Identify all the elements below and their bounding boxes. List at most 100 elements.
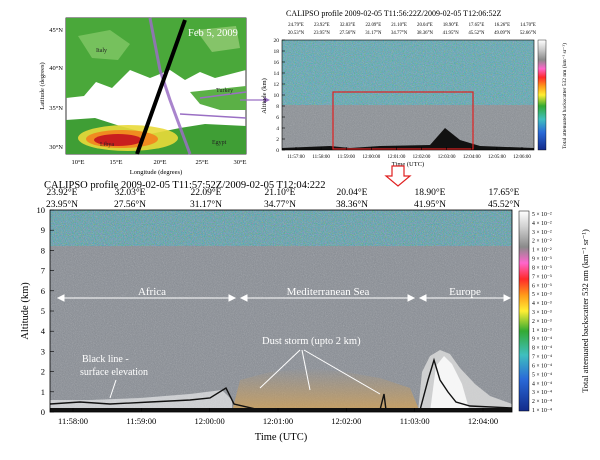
main-colorbar-tick: 2 × 10⁻³ <box>532 319 552 325</box>
main-x-tick: 11:03:00 <box>400 416 430 426</box>
main-colorbar-tick: 2 × 10⁻² <box>532 239 552 245</box>
main-xlabel: Time (UTC) <box>255 432 308 443</box>
main-colorbar-label: Total attenuated backscatter 532 nm (km⁻… <box>580 229 590 393</box>
main-colorbar-tick: 1 × 10⁻² <box>532 248 552 254</box>
main-colorbar-tick: 8 × 10⁻⁴ <box>532 346 552 352</box>
small-y-tick: 16 <box>274 60 280 66</box>
small-xlabel: Time (UTC) <box>392 161 424 168</box>
small-lon-label: 20.04°E <box>417 23 433 28</box>
main-y-tick: 10 <box>37 205 46 215</box>
small-x-ticks: 11:57:00 11:58:00 11:59:00 12:00:00 12:01:00… <box>287 147 531 160</box>
small-y-tick: 6 <box>276 115 279 121</box>
map-land-patch <box>78 30 130 60</box>
annotation-dust: Dust storm (upto 2 km) <box>262 336 361 347</box>
map-lat-tick: 40°N <box>49 65 63 72</box>
main-plot-upper-noise <box>50 210 512 246</box>
small-lon-label: 14.70°E <box>520 23 536 28</box>
main-profile-title: CALIPSO profile 2009-02-05 T11:57:52Z/20… <box>44 180 326 191</box>
small-x-tick: 11:58:00 <box>312 155 330 160</box>
main-y-tick: 2 <box>41 367 45 377</box>
map-lon-tick: 30°E <box>233 159 246 166</box>
small-lon-row: 24.79°E 23.92°E 32.03°E 22.09°E 21.10°E 20.04… <box>288 23 536 28</box>
small-lat-label: 38.36°N <box>417 31 434 36</box>
main-europe-aerosol-core <box>430 356 470 412</box>
main-surface-line <box>49 357 513 411</box>
map-lat-tick: 45°N <box>49 27 63 34</box>
annotation-black-line-1: Black line - <box>82 354 129 365</box>
main-x-tick: 11:58:00 <box>58 416 88 426</box>
small-x-tick: 12:03:00 <box>438 155 456 160</box>
main-colorbar-tick: 3 × 10⁻³ <box>532 310 552 316</box>
main-colorbar-tick: 1 × 10⁻³ <box>532 328 552 334</box>
main-colorbar-tick: 9 × 10⁻³ <box>532 257 552 263</box>
map-lon-tick: 25°E <box>195 159 208 166</box>
main-africa-aerosol <box>50 390 232 412</box>
main-colorbar-tick: 1 × 10⁻⁴ <box>532 408 552 414</box>
small-lon-label: 24.79°E <box>288 23 304 28</box>
small-x-tick: 12:06:00 <box>513 155 531 160</box>
main-lat-label: 38.36°N <box>336 199 368 210</box>
small-lon-label: 17.65°E <box>469 23 485 28</box>
main-lon-label: 17.65°E <box>489 187 520 198</box>
map-calipso-track <box>135 19 187 155</box>
map-border <box>179 113 247 119</box>
main-lat-label: 41.95°N <box>414 199 446 210</box>
small-lat-label: 27.56°N <box>339 31 356 36</box>
small-lat-label: 49.09°N <box>494 31 511 36</box>
map-lon-tick: 20°E <box>153 159 166 166</box>
main-colorbar-tick: 6 × 10⁻³ <box>532 283 552 289</box>
main-colorbar-tick: 4 × 10⁻³ <box>532 301 552 307</box>
small-lat-row: 20.53°N 23.95°N 27.56°N 31.17°N 34.77°N 38.36… <box>288 31 537 36</box>
small-zoom-box <box>332 91 474 150</box>
map-panel: Feb 5, 2009 Italy Turkey Libya Egypt 30°… <box>39 17 247 176</box>
main-lat-label: 34.77°N <box>264 199 296 210</box>
map-date: Feb 5, 2009 <box>188 28 238 39</box>
small-colorbar-label: Total attenuated backscatter 532 nm (km⁻… <box>561 43 568 149</box>
small-y-ticks: 0 2 4 6 8 10 12 14 16 18 20 <box>274 38 285 154</box>
map-lon-tick: 15°E <box>109 159 122 166</box>
main-x-tick: 11:59:00 <box>126 416 156 426</box>
main-colorbar-tick: 7 × 10⁻³ <box>532 274 552 280</box>
annotation-dust-pointers <box>259 349 381 395</box>
main-colorbar-tick: 2 × 10⁻⁴ <box>532 399 552 405</box>
small-y-tick: 18 <box>274 49 280 55</box>
main-lat-label: 27.56°N <box>114 199 146 210</box>
small-lat-label: 20.53°N <box>288 31 305 36</box>
small-y-tick: 0 <box>276 148 279 154</box>
small-x-tick: 12:02:00 <box>413 155 431 160</box>
small-lat-label: 31.17°N <box>365 31 382 36</box>
map-label-turkey: Turkey <box>216 88 233 94</box>
main-lon-label: 32.03°E <box>115 187 146 198</box>
small-lon-label: 32.03°E <box>340 23 356 28</box>
map-ylabel: Latitude (degrees) <box>39 62 46 109</box>
main-y-tick: 9 <box>41 225 45 235</box>
main-lat-row: 23.95°N 27.56°N 31.17°N 34.77°N 38.36°N 41.95… <box>46 199 520 210</box>
annotation-pointer <box>109 379 117 399</box>
main-colorbar-ticks: 5 × 10⁻² 4 × 10⁻² 3 × 10⁻² 2 × 10⁻² 1 × 10⁻²… <box>532 212 552 414</box>
small-surface <box>282 128 534 150</box>
main-y-tick: 1 <box>41 387 45 397</box>
small-lon-label: 23.92°E <box>314 23 330 28</box>
main-lon-label: 23.92°E <box>47 187 78 198</box>
main-y-tick: 3 <box>41 346 45 356</box>
main-colorbar <box>518 210 530 412</box>
main-colorbar-tick: 7 × 10⁻⁴ <box>532 355 552 361</box>
small-y-tick: 8 <box>276 104 279 110</box>
main-colorbar-tick: 5 × 10⁻² <box>532 212 552 218</box>
small-lat-label: 41.95°N <box>443 31 460 36</box>
main-lon-label: 20.04°E <box>337 187 368 198</box>
main-y-ticks: 0 1 2 3 4 5 6 7 8 9 10 <box>37 205 54 417</box>
main-colorbar-tick: 9 × 10⁻⁴ <box>532 337 552 343</box>
small-x-tick: 11:57:00 <box>287 155 305 160</box>
main-colorbar-tick: 6 × 10⁻⁴ <box>532 363 552 369</box>
small-profile-title: CALIPSO profile 2009-02-05 T11:56:22Z/20… <box>286 9 502 18</box>
map-xlabel: Longitude (degrees) <box>130 169 183 176</box>
small-x-tick: 12:00:00 <box>362 155 380 160</box>
small-lat-label: 52.66°N <box>520 31 537 36</box>
small-x-tick: 11:59:00 <box>337 155 355 160</box>
main-y-tick: 0 <box>41 407 45 417</box>
map-dust-plume <box>94 134 142 146</box>
main-colorbar-tick: 5 × 10⁻⁴ <box>532 372 552 378</box>
small-x-tick: 12:01:00 <box>388 155 406 160</box>
